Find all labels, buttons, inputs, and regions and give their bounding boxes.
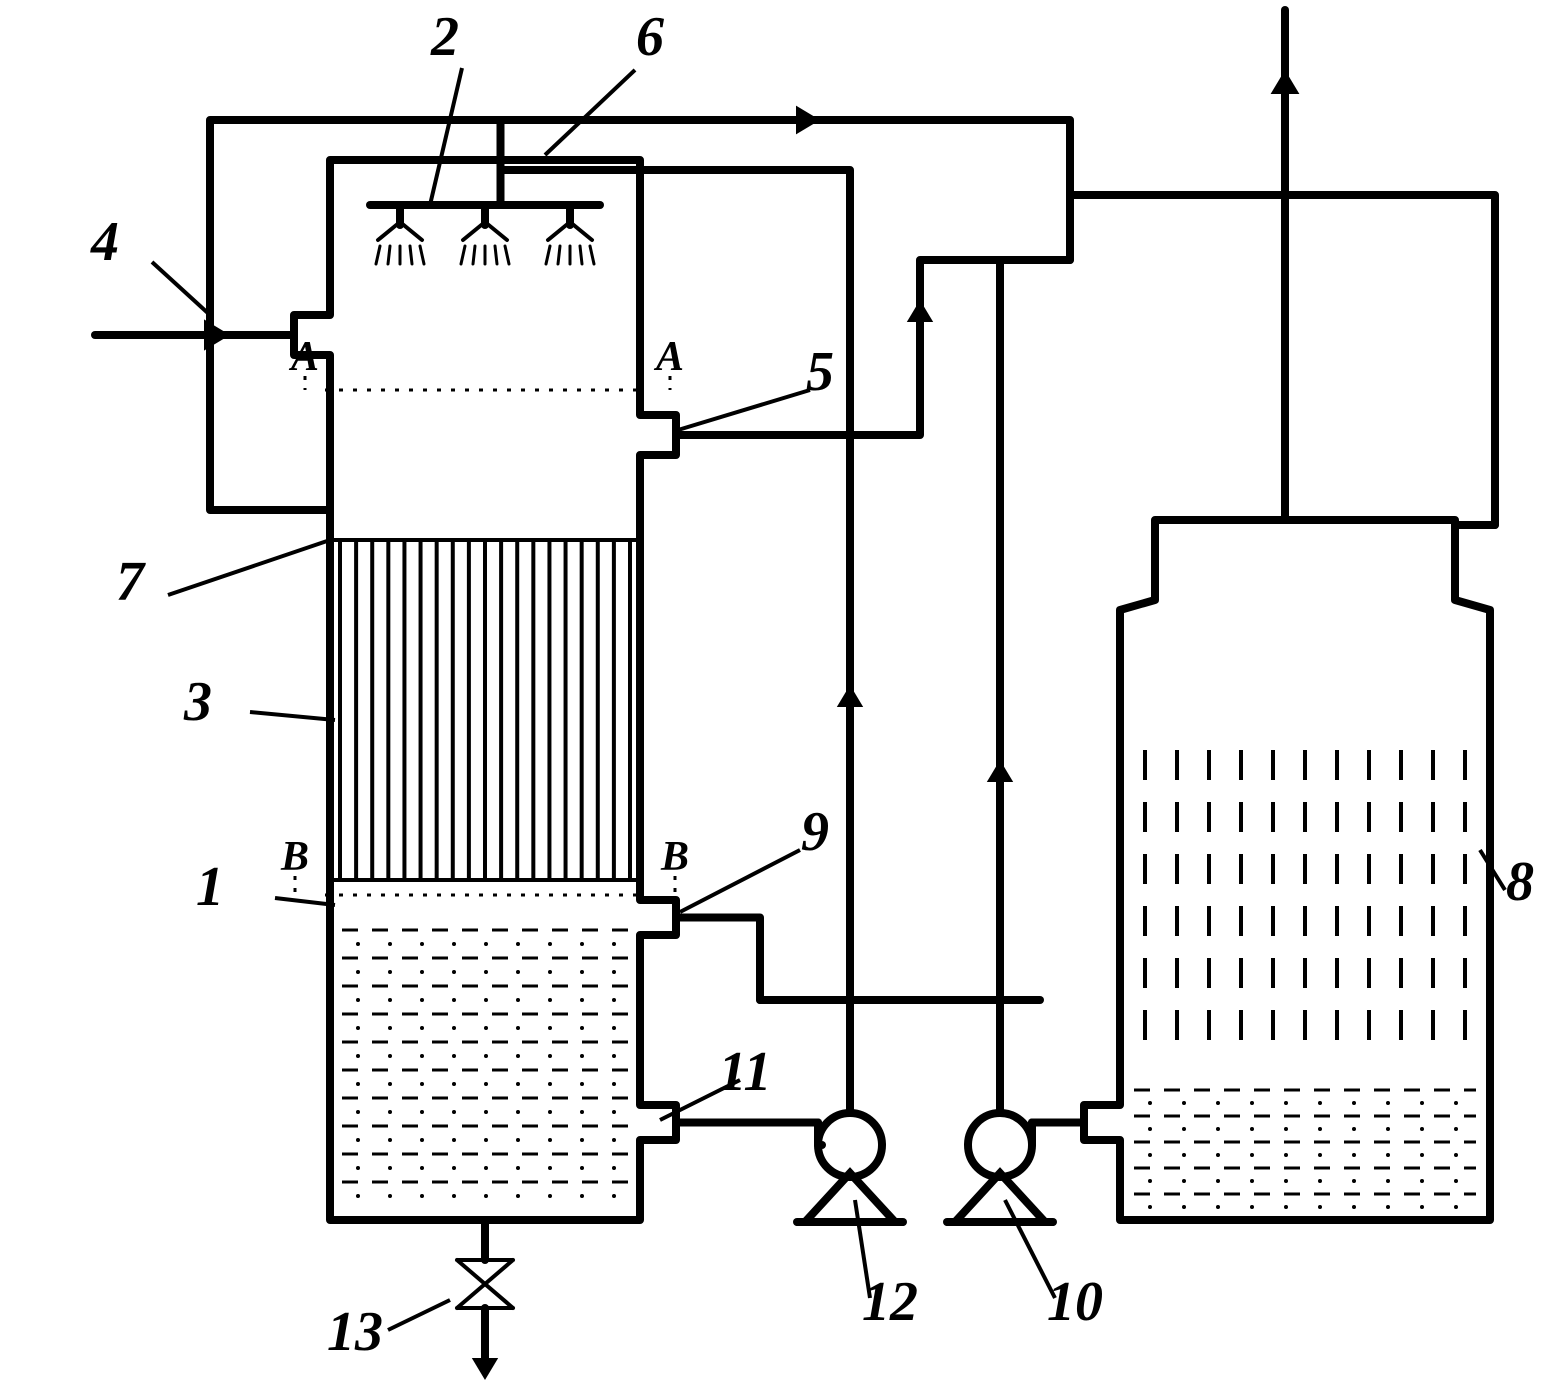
- label-6: 6: [545, 6, 664, 155]
- label-2: 2: [430, 6, 462, 205]
- svg-text:2: 2: [430, 6, 459, 68]
- svg-text:A: A: [653, 334, 684, 380]
- pipe-pump-to-tank: [1000, 260, 1070, 480]
- svg-text:11: 11: [719, 1041, 772, 1103]
- pipe-liquid-out: [676, 918, 760, 1001]
- svg-text:A: A: [288, 334, 319, 380]
- label-5: 5: [678, 341, 834, 430]
- svg-text:12: 12: [862, 1271, 918, 1333]
- label-1: 1: [196, 856, 335, 918]
- svg-text:B: B: [660, 834, 689, 880]
- svg-text:6: 6: [636, 6, 664, 68]
- drain-valve-icon: [457, 1260, 513, 1308]
- svg-text:B: B: [280, 834, 309, 880]
- svg-text:8: 8: [1506, 851, 1534, 913]
- column-liquid: [342, 930, 628, 1198]
- svg-text:13: 13: [327, 1301, 383, 1363]
- svg-text:4: 4: [90, 211, 119, 273]
- label-13: 13: [327, 1300, 450, 1363]
- pipe-recycle-left: [210, 120, 501, 510]
- svg-text:10: 10: [1047, 1271, 1103, 1333]
- label-7: 7: [116, 540, 330, 613]
- svg-text:7: 7: [116, 551, 146, 613]
- label-9: 9: [680, 801, 829, 912]
- svg-text:5: 5: [806, 341, 834, 403]
- pipe-pump-to-spray: [501, 160, 851, 615]
- label-4: 4: [90, 211, 210, 315]
- label-3: 3: [183, 671, 335, 733]
- svg-text:9: 9: [801, 801, 829, 863]
- svg-text:3: 3: [183, 671, 212, 733]
- svg-text:1: 1: [196, 856, 224, 918]
